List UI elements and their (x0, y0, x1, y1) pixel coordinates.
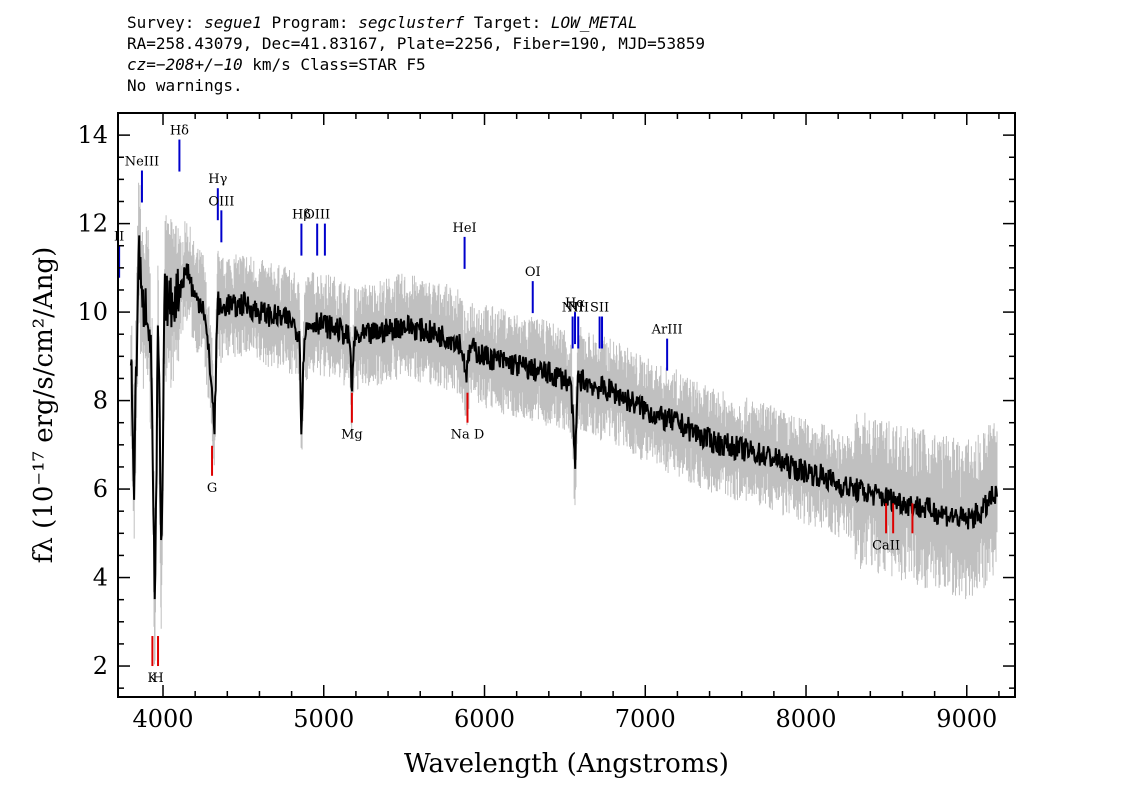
y-tick-label: 6 (93, 475, 108, 503)
x-tick-label: 8000 (775, 705, 836, 733)
absorption-line-label: G (207, 481, 217, 496)
emission-line-label: NeIII (125, 155, 159, 170)
noise-band (130, 182, 998, 665)
y-tick-label: 14 (77, 121, 108, 149)
header-line-survey: Survey: segue1 Program: segclusterf Targ… (127, 13, 638, 32)
header-line-coords: RA=258.43079, Dec=41.83167, Plate=2256, … (127, 34, 705, 53)
absorption-line-label: Na D (451, 428, 485, 443)
x-tick-label: 7000 (615, 705, 676, 733)
x-tick-label: 6000 (454, 705, 515, 733)
absorption-line-label: Mg (341, 428, 363, 443)
y-tick-label: 2 (93, 652, 108, 680)
emission-line-label: Hγ (208, 172, 227, 187)
absorption-line-label: K (148, 671, 158, 686)
y-axis-title: fλ (10⁻¹⁷ erg/s/cm²/Ang) (29, 247, 59, 563)
emission-line-label: HeI (452, 221, 476, 236)
flux-series (129, 235, 998, 600)
noise-spikes (130, 182, 998, 665)
header-line-redshift: cz=−208+/−10 km/s Class=STAR F5 (127, 55, 426, 74)
emission-line-label: Hα (565, 296, 585, 311)
x-tick-label: 4000 (132, 705, 193, 733)
plot-frame (117, 112, 1016, 698)
emission-line-label: Hβ (292, 208, 311, 223)
absorption-line-label: H (152, 671, 163, 686)
y-tick-label: 8 (93, 387, 108, 415)
y-tick-label: 4 (93, 564, 108, 592)
x-axis-title: Wavelength (Angstroms) (404, 749, 729, 779)
emission-line-label: OIII (208, 194, 234, 209)
emission-line-label: Hδ (170, 124, 189, 139)
header-line-warnings: No warnings. (127, 76, 243, 95)
emission-line-label: ArIII (651, 323, 683, 338)
emission-line-label: SII (590, 301, 609, 316)
flux-line (129, 235, 998, 600)
y-tick-label: 12 (77, 210, 108, 238)
x-tick-label: 9000 (936, 705, 997, 733)
spectrum-header: Survey: segue1 Program: segclusterf Targ… (127, 12, 705, 96)
emission-line-label: OI (525, 265, 541, 280)
absorption-line-label: CaII (872, 538, 900, 553)
emission-line-label: NII (567, 301, 589, 316)
y-tick-label: 10 (77, 298, 108, 326)
emission-line-label: NII (562, 301, 584, 316)
emission-line-label: II (114, 230, 124, 245)
x-tick-label: 5000 (293, 705, 354, 733)
axis-ticks: 4000 5000 6000 7000 8000 9000 2 4 6 8 10 12 14 (77, 112, 1015, 733)
emission-line-label: OIII (304, 208, 330, 223)
